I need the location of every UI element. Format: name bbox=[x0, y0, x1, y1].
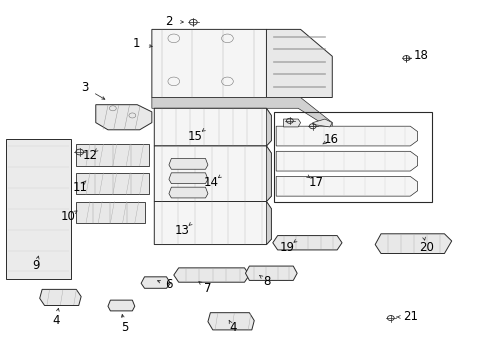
Polygon shape bbox=[245, 266, 297, 280]
Text: 4: 4 bbox=[52, 314, 60, 327]
Text: 1: 1 bbox=[132, 36, 140, 50]
Polygon shape bbox=[276, 151, 417, 171]
Polygon shape bbox=[266, 108, 271, 146]
Polygon shape bbox=[76, 202, 144, 223]
Text: 15: 15 bbox=[187, 130, 202, 143]
Polygon shape bbox=[108, 300, 135, 311]
Text: 10: 10 bbox=[61, 210, 75, 223]
Text: 14: 14 bbox=[203, 176, 219, 189]
Polygon shape bbox=[276, 126, 417, 146]
Polygon shape bbox=[141, 277, 170, 288]
Polygon shape bbox=[5, 139, 71, 279]
Polygon shape bbox=[96, 105, 152, 130]
Text: 2: 2 bbox=[165, 15, 172, 28]
Polygon shape bbox=[154, 146, 271, 202]
Polygon shape bbox=[374, 234, 451, 253]
Text: 20: 20 bbox=[418, 240, 433, 253]
Text: 6: 6 bbox=[165, 278, 172, 291]
Text: 3: 3 bbox=[81, 81, 88, 94]
Text: 18: 18 bbox=[413, 49, 428, 62]
Text: 4: 4 bbox=[228, 321, 236, 334]
Text: 19: 19 bbox=[279, 240, 294, 253]
Polygon shape bbox=[76, 144, 149, 166]
Polygon shape bbox=[312, 119, 331, 127]
Polygon shape bbox=[272, 235, 341, 250]
Text: 7: 7 bbox=[203, 282, 211, 295]
Text: 9: 9 bbox=[32, 259, 40, 272]
Polygon shape bbox=[173, 268, 249, 282]
Polygon shape bbox=[152, 30, 300, 98]
Polygon shape bbox=[266, 30, 331, 98]
Polygon shape bbox=[168, 187, 207, 198]
Text: 13: 13 bbox=[175, 224, 190, 238]
Text: 12: 12 bbox=[82, 149, 97, 162]
Polygon shape bbox=[154, 202, 271, 244]
Polygon shape bbox=[266, 146, 271, 202]
Text: 21: 21 bbox=[402, 310, 417, 324]
Polygon shape bbox=[276, 176, 417, 196]
Polygon shape bbox=[76, 173, 149, 194]
Text: 17: 17 bbox=[308, 176, 324, 189]
Polygon shape bbox=[168, 173, 207, 184]
Text: 8: 8 bbox=[263, 275, 270, 288]
Text: 5: 5 bbox=[121, 321, 128, 334]
Text: 11: 11 bbox=[72, 181, 87, 194]
Polygon shape bbox=[207, 313, 254, 330]
Polygon shape bbox=[154, 108, 271, 146]
Polygon shape bbox=[283, 119, 300, 127]
Text: 16: 16 bbox=[323, 132, 338, 145]
Polygon shape bbox=[168, 158, 207, 169]
Polygon shape bbox=[40, 289, 81, 306]
Polygon shape bbox=[152, 98, 331, 130]
Polygon shape bbox=[266, 202, 271, 244]
